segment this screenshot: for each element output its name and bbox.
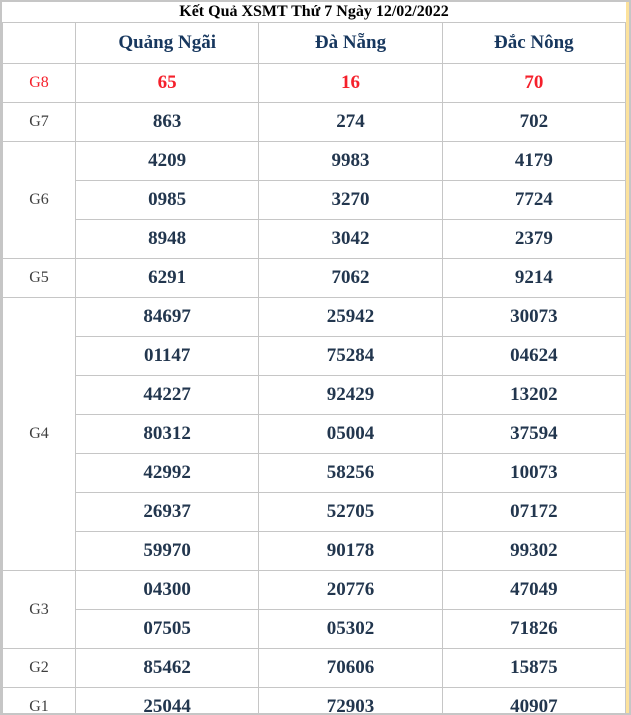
result-cell: 84697 bbox=[74, 297, 260, 337]
result-cell: 01147 bbox=[74, 336, 260, 376]
result-cell: 25942 bbox=[258, 297, 443, 337]
result-cell: 59970 bbox=[74, 531, 260, 571]
prize-label-g2: G2 bbox=[2, 648, 76, 688]
table-row: G2 85462 70606 15875 bbox=[2, 648, 627, 688]
table-row: G3 04300 20776 47049 bbox=[2, 570, 627, 649]
table-row: G1 25044 72903 40907 bbox=[2, 687, 627, 713]
column-header-row: Quảng Ngãi Đà Nẵng Đắc Nông bbox=[2, 22, 627, 64]
results-body: G8 65 16 70 G7 863 274 702 G6 4209 9983 4179 0985 327… bbox=[2, 63, 627, 713]
table-row: 80312 05004 37594 bbox=[3, 414, 627, 454]
result-cell: 4179 bbox=[441, 141, 627, 181]
result-cell: 16 bbox=[258, 63, 443, 103]
result-cell: 90178 bbox=[258, 531, 443, 571]
table-row: G7 863 274 702 bbox=[2, 102, 627, 142]
result-cell: 25044 bbox=[74, 687, 260, 713]
result-cell: 71826 bbox=[441, 609, 627, 649]
result-cell: 04300 bbox=[74, 570, 260, 610]
result-cell: 72903 bbox=[258, 687, 443, 713]
result-cell: 42992 bbox=[74, 453, 260, 493]
result-cell: 75284 bbox=[258, 336, 443, 376]
result-cell: 52705 bbox=[258, 492, 443, 532]
result-cell: 44227 bbox=[74, 375, 260, 415]
table-row: 59970 90178 99302 bbox=[3, 531, 627, 571]
result-cell: 80312 bbox=[74, 414, 260, 454]
result-cell: 47049 bbox=[441, 570, 627, 610]
result-cell: 26937 bbox=[74, 492, 260, 532]
table-row: 26937 52705 07172 bbox=[3, 492, 627, 532]
result-cell: 863 bbox=[74, 102, 260, 142]
result-cell: 37594 bbox=[441, 414, 627, 454]
result-cell: 9983 bbox=[258, 141, 443, 181]
corner-cell bbox=[2, 22, 76, 64]
result-cell: 40907 bbox=[441, 687, 627, 713]
table-row: G8 65 16 70 bbox=[2, 63, 627, 103]
prize-label-g6: G6 bbox=[2, 141, 76, 259]
result-cell: 2379 bbox=[441, 219, 627, 259]
page-title: Kết Quả XSMT Thứ 7 Ngày 12/02/2022 bbox=[179, 3, 449, 20]
table-row: 0985 3270 7724 bbox=[3, 180, 627, 220]
result-cell: 0985 bbox=[74, 180, 260, 220]
result-cell: 7724 bbox=[441, 180, 627, 220]
table-row: 44227 92429 13202 bbox=[3, 375, 627, 415]
prize-label-g7: G7 bbox=[2, 102, 76, 142]
result-cell: 13202 bbox=[441, 375, 627, 415]
column-header-quang-ngai: Quảng Ngãi bbox=[74, 22, 260, 64]
result-cell: 07505 bbox=[74, 609, 260, 649]
result-cell: 7062 bbox=[258, 258, 443, 298]
result-cell: 6291 bbox=[74, 258, 260, 298]
result-cell: 4209 bbox=[74, 141, 260, 181]
prize-label-g8: G8 bbox=[2, 63, 76, 103]
table-row: G6 4209 9983 4179 bbox=[2, 141, 627, 259]
result-cell: 274 bbox=[258, 102, 443, 142]
result-cell: 05004 bbox=[258, 414, 443, 454]
table-row: G5 6291 7062 9214 bbox=[2, 258, 627, 298]
prize-label-g5: G5 bbox=[2, 258, 76, 298]
result-cell: 8948 bbox=[74, 219, 260, 259]
result-cell: 10073 bbox=[441, 453, 627, 493]
table-row: G4 84697 25942 30073 bbox=[2, 297, 627, 571]
prize-label-g1: G1 bbox=[2, 687, 76, 713]
result-cell: 3042 bbox=[258, 219, 443, 259]
result-cell: 15875 bbox=[441, 648, 627, 688]
result-cell: 9214 bbox=[441, 258, 627, 298]
result-cell: 04624 bbox=[441, 336, 627, 376]
column-header-da-nang: Đà Nẵng bbox=[258, 22, 443, 64]
column-header-dac-nong: Đắc Nông bbox=[441, 22, 627, 64]
result-cell: 70606 bbox=[258, 648, 443, 688]
table-row: 01147 75284 04624 bbox=[3, 336, 627, 376]
result-cell: 20776 bbox=[258, 570, 443, 610]
result-cell: 702 bbox=[441, 102, 627, 142]
table-row: 07505 05302 71826 bbox=[3, 609, 627, 649]
result-cell: 65 bbox=[74, 63, 260, 103]
prize-label-g3: G3 bbox=[2, 570, 76, 649]
result-cell: 99302 bbox=[441, 531, 627, 571]
result-cell: 07172 bbox=[441, 492, 627, 532]
result-cell: 30073 bbox=[441, 297, 627, 337]
table-row: 42992 58256 10073 bbox=[3, 453, 627, 493]
title-row: Kết Quả XSMT Thứ 7 Ngày 12/02/2022 bbox=[3, 2, 626, 23]
table-row: 8948 3042 2379 bbox=[3, 219, 627, 259]
result-cell: 58256 bbox=[258, 453, 443, 493]
result-cell: 92429 bbox=[258, 375, 443, 415]
prize-label-g4: G4 bbox=[2, 297, 76, 571]
result-cell: 3270 bbox=[258, 180, 443, 220]
result-cell: 05302 bbox=[258, 609, 443, 649]
result-cell: 85462 bbox=[74, 648, 260, 688]
result-cell: 70 bbox=[441, 63, 627, 103]
